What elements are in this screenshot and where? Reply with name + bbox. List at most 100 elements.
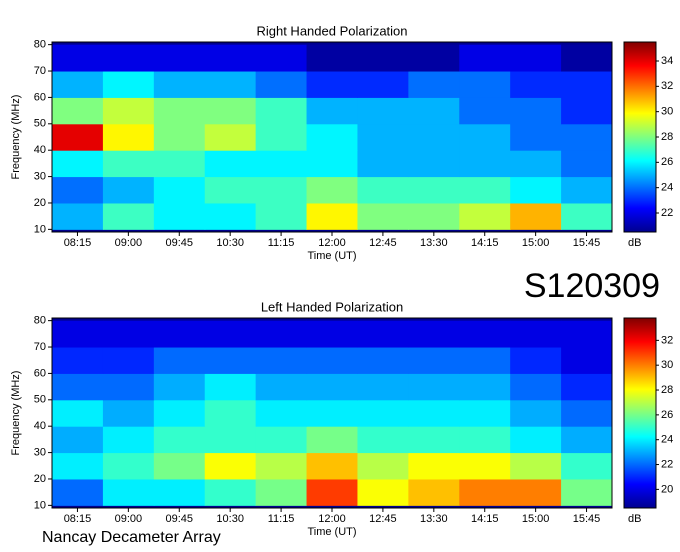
heat-cell: [306, 320, 358, 348]
heat-cell: [357, 97, 409, 125]
heat-cell: [408, 347, 460, 374]
chart-title: Left Handed Polarization: [261, 299, 403, 314]
heat-cell: [153, 320, 206, 348]
heat-cell: [408, 44, 460, 72]
heat-cell: [102, 97, 155, 125]
heat-cell: [255, 176, 308, 204]
heat-cell: [153, 97, 206, 125]
heat-cell: [459, 202, 511, 230]
heat-cell: [408, 150, 460, 178]
x-tick-label: 09:00: [115, 513, 143, 525]
heat-cell: [459, 426, 511, 454]
colorbar-tick-label: 26: [661, 156, 673, 168]
x-tick-label: 10:30: [216, 237, 244, 249]
heat-cell: [255, 478, 308, 506]
colorbar-tick-label: 20: [661, 483, 673, 495]
x-tick-label: 15:45: [573, 513, 601, 525]
heat-cell: [153, 44, 206, 72]
colorbar-tick-label: 30: [661, 359, 673, 371]
heat-cell: [510, 176, 562, 204]
heat-cell: [510, 452, 562, 480]
x-tick-label: 12:00: [318, 513, 346, 525]
y-tick-label: 20: [34, 197, 46, 209]
heat-cell: [408, 399, 460, 427]
heat-cell: [408, 202, 460, 230]
colorbar-label: dB: [628, 513, 641, 525]
heat-cell: [52, 426, 104, 454]
colorbar: [623, 41, 657, 233]
heat-cell: [408, 373, 460, 401]
heat-cell: [357, 44, 409, 72]
heat-cell: [306, 97, 358, 125]
x-tick-label: 09:45: [166, 237, 194, 249]
heat-cell: [204, 123, 257, 151]
heat-cell: [459, 478, 511, 506]
heat-cell: [306, 202, 358, 230]
x-axis-label: Time (UT): [307, 250, 356, 262]
heat-cell: [408, 176, 460, 204]
heat-cell: [153, 123, 206, 151]
heat-cell: [459, 123, 511, 151]
heat-cell: [306, 71, 358, 98]
y-tick-label: 10: [34, 223, 46, 235]
heat-cell: [408, 320, 460, 348]
heat-cell: [561, 347, 613, 374]
chart-title: Right Handed Polarization: [256, 23, 407, 38]
x-tick-label: 11:15: [268, 237, 295, 249]
heat-cell: [459, 44, 511, 72]
heat-cell: [306, 347, 358, 374]
heat-cell: [561, 399, 613, 427]
heat-cell: [459, 373, 511, 401]
heat-cell: [561, 176, 613, 204]
colorbar-tick-label: 30: [661, 106, 673, 118]
heat-cell: [102, 202, 155, 230]
y-axis-label: Frequency (MHz): [10, 371, 22, 456]
heat-cell: [561, 44, 613, 72]
heat-cell: [204, 452, 257, 480]
y-tick-label: 80: [34, 39, 46, 51]
heat-cell: [255, 123, 308, 151]
heat-cell: [357, 150, 409, 178]
heat-cell: [102, 399, 155, 427]
y-tick-label: 50: [34, 394, 46, 406]
heat-cell: [52, 71, 104, 98]
heat-cell: [459, 150, 511, 178]
heat-cell: [204, 426, 257, 454]
heat-cell: [357, 320, 409, 348]
x-tick-label: 10:30: [216, 513, 244, 525]
heat-cell: [561, 97, 613, 125]
heat-cell: [561, 202, 613, 230]
x-tick-label: 15:45: [573, 237, 601, 249]
y-tick-label: 40: [34, 420, 46, 432]
heat-cell: [102, 426, 155, 454]
heat-cell: [102, 478, 155, 506]
heat-cell: [52, 478, 104, 506]
heat-cell: [306, 176, 358, 204]
heat-cell: [102, 150, 155, 178]
y-tick-label: 30: [34, 446, 46, 458]
heat-cell: [561, 150, 613, 178]
heat-cell: [52, 452, 104, 480]
x-tick-label: 13:30: [420, 513, 448, 525]
heat-cell: [204, 320, 257, 348]
x-tick-label: 15:00: [522, 513, 550, 525]
heat-cell: [52, 373, 104, 401]
y-tick-label: 40: [34, 144, 46, 156]
y-tick-label: 70: [34, 65, 46, 77]
observatory: Nancay Decameter Array: [42, 529, 221, 546]
heat-cell: [204, 150, 257, 178]
x-tick-label: 15:00: [522, 237, 550, 249]
heat-cell: [510, 399, 562, 427]
x-axis-label: Time (UT): [307, 526, 356, 538]
heat-cell: [153, 452, 206, 480]
heat-cell: [153, 478, 206, 506]
heat-cell: [357, 71, 409, 98]
heat-cell: [459, 452, 511, 480]
heat-cell: [357, 399, 409, 427]
heat-cell: [561, 71, 613, 98]
x-tick-label: 08:15: [64, 513, 92, 525]
heat-cell: [153, 373, 206, 401]
heat-cell: [357, 347, 409, 374]
x-tick-label: 14:15: [471, 513, 499, 525]
